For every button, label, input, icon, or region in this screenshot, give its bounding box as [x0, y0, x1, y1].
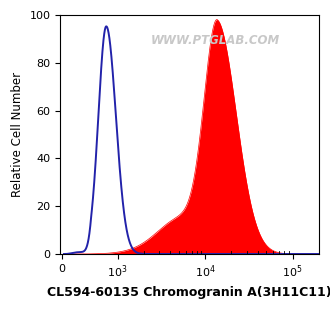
Y-axis label: Relative Cell Number: Relative Cell Number: [11, 72, 24, 197]
X-axis label: CL594-60135 Chromogranin A(3H11C11): CL594-60135 Chromogranin A(3H11C11): [47, 286, 330, 299]
Text: WWW.PTGLAB.COM: WWW.PTGLAB.COM: [151, 34, 280, 47]
